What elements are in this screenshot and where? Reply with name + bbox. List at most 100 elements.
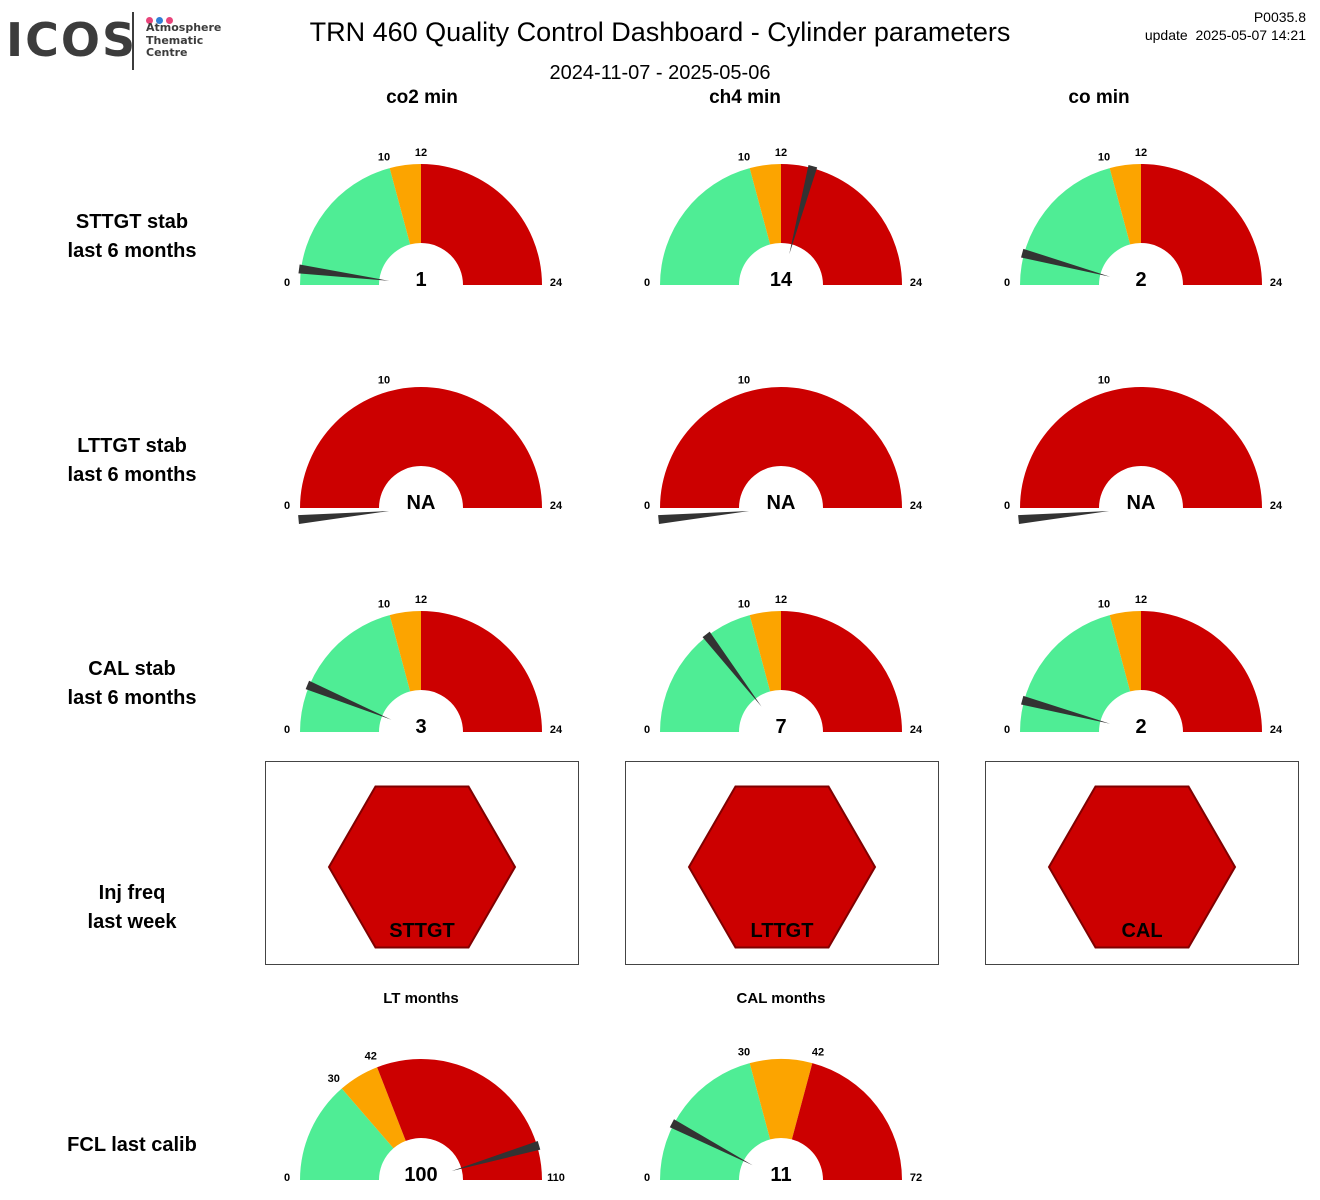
row-label-line: CAL stab xyxy=(88,658,176,680)
gauge-tick-label: 0 xyxy=(284,1172,290,1184)
gauge-title: LT months xyxy=(383,990,459,1007)
status-hexagon xyxy=(1047,785,1237,949)
gauge-band-red xyxy=(300,387,542,508)
logo-dot xyxy=(166,17,173,24)
logo-separator xyxy=(132,12,134,70)
column-header-co2: co2 min xyxy=(386,87,458,108)
gauge-value-label: 11 xyxy=(770,1164,791,1186)
gauge-tick-label: 0 xyxy=(284,724,290,736)
gauge-tick-label: 24 xyxy=(1270,500,1283,512)
gauge-tick-label: 12 xyxy=(1135,147,1147,159)
gauge-value-label: 7 xyxy=(775,716,786,738)
gauge-band-red xyxy=(1141,164,1262,285)
gauge-band-red xyxy=(1141,611,1262,732)
gauge-value-label: 2 xyxy=(1135,716,1146,738)
gauge-tick-label: 0 xyxy=(644,1172,650,1184)
row-label-inj: Inj freq last week xyxy=(2,879,262,937)
gauge-needle xyxy=(702,631,762,707)
update-timestamp: update 2025-05-07 14:21 xyxy=(1144,27,1306,43)
gauge-needle xyxy=(451,1141,541,1171)
gauge-needle xyxy=(789,165,818,255)
gauge-tick-label: 10 xyxy=(378,598,390,610)
row-label-line: STTGT stab xyxy=(75,211,189,233)
gauge-title: CAL months xyxy=(737,990,826,1007)
gauge-band-red xyxy=(421,164,542,285)
gauge-value-label: 1 xyxy=(415,269,426,291)
gauge-tick-label: 12 xyxy=(415,147,427,159)
page-title: TRN 460 Quality Control Dashboard - Cyli… xyxy=(309,17,1011,47)
status-label: LTTGT xyxy=(751,920,814,942)
gauge-band-orange xyxy=(749,1058,813,1140)
gauge-tick-label: 0 xyxy=(644,500,650,512)
gauge-value-label: NA xyxy=(407,492,436,514)
row-label-sttgt: STTGT stab last 6 months xyxy=(2,208,262,266)
gauge-tick-label: 12 xyxy=(415,594,427,606)
gauge-tick-label: 30 xyxy=(328,1073,340,1085)
row-label-line: LTTGT stab xyxy=(77,435,187,457)
gauge-band-red xyxy=(781,611,902,732)
gauge-band-green xyxy=(1020,615,1131,732)
gauge-needle xyxy=(1018,511,1110,525)
gauge-tick-label: 10 xyxy=(378,151,390,163)
logo-line: Atmosphere xyxy=(146,21,222,34)
gauge-needle xyxy=(669,1119,753,1166)
column-header-co: co min xyxy=(1068,87,1130,108)
row-label-line: Inj freq xyxy=(98,882,166,904)
gauge-band-red xyxy=(781,164,902,285)
gauge-band-green xyxy=(300,168,411,285)
gauge-band-orange xyxy=(1109,611,1141,692)
logo-dot xyxy=(156,17,163,24)
gauge-tick-label: 0 xyxy=(1004,724,1010,736)
gauge-tick-label: 24 xyxy=(550,277,563,289)
status-label: STTGT xyxy=(389,920,455,942)
gauge-band-green xyxy=(660,615,771,732)
gauge-band-green xyxy=(660,1063,771,1180)
gauge-band-green xyxy=(660,168,771,285)
logo-line: Thematic xyxy=(146,33,204,47)
gauge-needle xyxy=(305,680,392,720)
gauge-tick-label: 12 xyxy=(775,147,787,159)
gauge-tick-label: 0 xyxy=(644,277,650,289)
row-label-line: last 6 months xyxy=(67,240,197,262)
gauge-tick-label: 0 xyxy=(284,277,290,289)
gauge-tick-label: 0 xyxy=(644,724,650,736)
gauge-band-red xyxy=(377,1059,542,1180)
version-label: P0035.8 xyxy=(1253,9,1306,25)
column-header-ch4: ch4 min xyxy=(709,87,781,108)
icos-logo: ICOS Atmosphere Thematic Centre xyxy=(6,8,246,74)
gauge-band-red xyxy=(421,611,542,732)
gauge-band-red xyxy=(791,1063,902,1180)
gauge-band-green xyxy=(1020,168,1131,285)
gauge-band-green xyxy=(300,1088,394,1180)
gauge-tick-label: 30 xyxy=(738,1046,750,1058)
row-label-line: last 6 months xyxy=(67,464,197,486)
gauge-needle xyxy=(1021,248,1111,277)
gauge-band-orange xyxy=(749,611,781,692)
gauge-tick-label: 10 xyxy=(738,151,750,163)
gauge-needle xyxy=(1021,695,1111,724)
gauge-value-label: 3 xyxy=(415,716,426,738)
row-label-fcl: FCL last calib xyxy=(2,1131,262,1160)
logo-wordmark: ICOS xyxy=(6,13,138,67)
gauge-band-orange xyxy=(1109,164,1141,245)
gauge-band-red xyxy=(660,387,902,508)
gauge-tick-label: 24 xyxy=(1270,277,1283,289)
row-label-line: last 6 months xyxy=(67,687,197,709)
gauge-tick-label: 10 xyxy=(378,374,390,386)
gauge-band-orange xyxy=(749,164,781,245)
status-label: CAL xyxy=(1121,920,1162,942)
gauge-tick-label: 24 xyxy=(910,500,923,512)
date-range: 2024-11-07 - 2025-05-06 xyxy=(549,62,771,84)
gauge-needle xyxy=(658,511,750,525)
gauge-value-label: 14 xyxy=(770,269,793,291)
gauge-tick-label: 0 xyxy=(1004,277,1010,289)
gauge-needle xyxy=(298,264,390,281)
gauge-band-orange xyxy=(341,1067,406,1149)
gauge-tick-label: 24 xyxy=(550,724,563,736)
gauge-needle xyxy=(298,511,390,525)
gauge-tick-label: 12 xyxy=(775,594,787,606)
gauge-value-label: 100 xyxy=(404,1164,437,1186)
gauge-tick-label: 10 xyxy=(738,374,750,386)
gauge-value-label: NA xyxy=(767,492,796,514)
